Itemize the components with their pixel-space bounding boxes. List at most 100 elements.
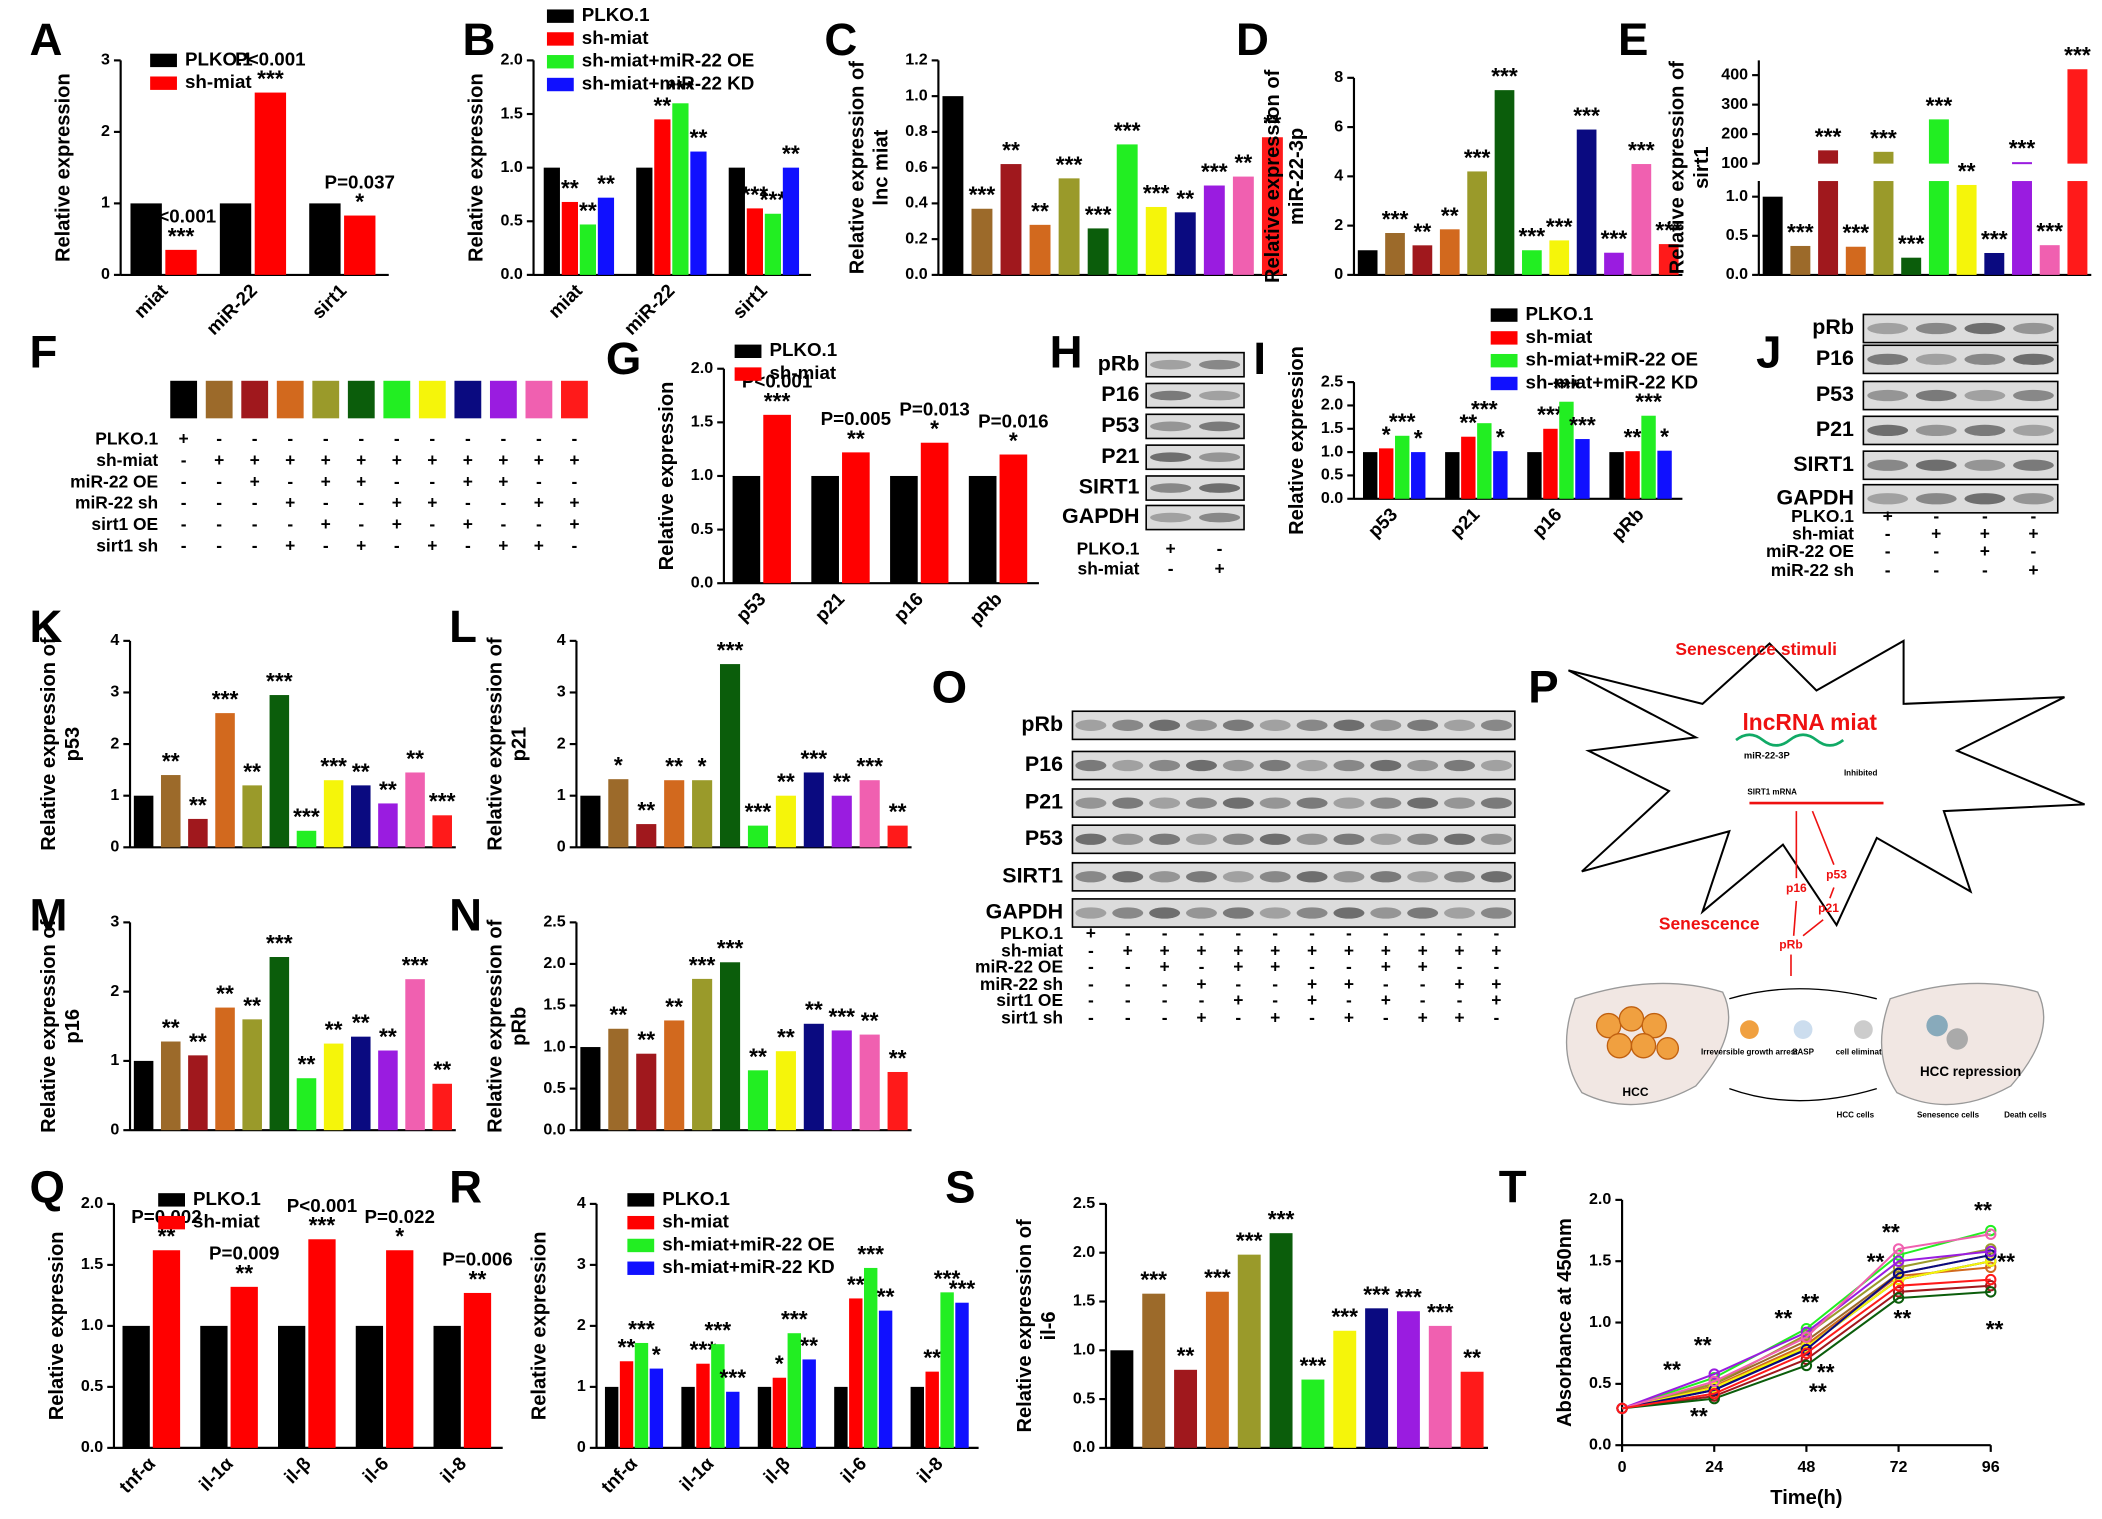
annotation: **: [1882, 1219, 1900, 1245]
blot-band: [1964, 353, 2006, 365]
sign: +: [1166, 538, 1176, 558]
significance-label: ***: [1140, 1267, 1167, 1293]
significance-label: **: [782, 141, 800, 167]
significance-label: **: [189, 1028, 207, 1054]
row-label: PLKO.1: [95, 428, 158, 448]
bar: [859, 780, 880, 848]
bar: [1818, 150, 1839, 164]
blot-strip: [1862, 380, 2059, 411]
cell-icon: [1740, 1020, 1759, 1040]
y-tick-label: 3: [557, 683, 566, 701]
significance-label: *: [614, 752, 623, 778]
sign: -: [323, 536, 329, 556]
sign: +: [1980, 541, 1990, 561]
series-point: [1800, 1331, 1813, 1343]
blot-band: [1333, 759, 1365, 772]
blot-band: [1867, 322, 1909, 335]
sign: +: [214, 450, 224, 470]
legend-swatch: [627, 1261, 655, 1275]
significance-label: ***: [1569, 412, 1596, 438]
sign: +: [285, 450, 295, 470]
blot-band: [1259, 797, 1291, 809]
pathway-arrows: [1790, 810, 1835, 977]
blot-band: [1444, 871, 1476, 883]
y-tick-label: 1.0: [1589, 1313, 1611, 1331]
significance-label: **: [469, 1266, 487, 1292]
blot-band: [2013, 353, 2054, 365]
significance-label: ***: [2036, 218, 2063, 244]
band-label: pRb: [1021, 712, 1063, 736]
bar: [323, 1043, 344, 1131]
bar: [842, 452, 870, 584]
significance-label: ***: [1085, 201, 1112, 227]
bar: [323, 780, 344, 848]
sign: +: [1454, 1008, 1464, 1028]
sign: +: [1270, 1008, 1280, 1028]
significance-label: **: [1624, 424, 1642, 450]
sign: -: [1420, 974, 1426, 994]
blot-band: [1222, 759, 1254, 772]
significance-label: **: [1459, 410, 1477, 436]
condition-label: miR-22 sh: [1771, 560, 1854, 580]
significance-label: ***: [857, 1241, 884, 1267]
bar: [955, 1302, 969, 1448]
cell-icon: [1853, 1020, 1873, 1040]
bar: [1928, 181, 1949, 275]
significance-label: ***: [293, 804, 320, 830]
sign: -: [1162, 923, 1168, 943]
p-value-label: P=0.005: [821, 408, 891, 429]
x-tick-label: 96: [1982, 1458, 2000, 1476]
bar: [1873, 151, 1894, 164]
significance-label: *: [930, 416, 939, 442]
bar: [890, 475, 918, 584]
sign: +: [1381, 940, 1391, 960]
significance-label: ***: [1331, 1304, 1358, 1330]
legend-swatch: [546, 9, 574, 23]
legend-label: PLKO.1: [193, 1188, 261, 1209]
annotation: **: [1809, 1379, 1827, 1405]
y-tick-label: 2: [1334, 216, 1343, 234]
y-tick-label: 2: [557, 734, 566, 752]
bar: [296, 1078, 317, 1131]
y-tick-label: 2.0: [1073, 1243, 1095, 1261]
significance-label: **: [654, 92, 672, 118]
legend-swatch: [150, 76, 177, 90]
series-point: [1892, 1280, 1905, 1292]
sign: -: [1272, 990, 1278, 1010]
sign: +: [534, 536, 544, 556]
bar: [269, 695, 290, 848]
bar: [2012, 162, 2032, 165]
bar: [634, 1342, 649, 1448]
bar: [432, 1083, 452, 1131]
y-tick-label: 0.8: [905, 122, 927, 140]
bar: [1901, 257, 1922, 275]
significance-label: **: [1176, 185, 1194, 211]
bar: [1658, 244, 1679, 275]
blot-band: [1112, 759, 1144, 772]
bar: [1928, 119, 1949, 164]
band-label: P53: [1816, 382, 1854, 406]
sign: -: [1420, 990, 1426, 1010]
condition-label: PLKO.1: [1077, 538, 1140, 558]
bar: [690, 151, 707, 275]
p-value-label: P=0.037: [325, 171, 395, 192]
significance-label: ***: [717, 637, 744, 663]
sign: +: [463, 471, 473, 491]
flow-arrow: [1729, 988, 1877, 1102]
blot-band: [1075, 833, 1107, 845]
blot-band: [1075, 871, 1107, 883]
series-line: [1621, 1229, 1991, 1410]
bar: [636, 167, 653, 275]
band-label: GAPDH: [986, 900, 1063, 924]
y-axis-label: p53: [62, 727, 84, 762]
annotation: **: [1997, 1249, 2015, 1275]
bar: [747, 1070, 769, 1131]
sign: +: [392, 493, 402, 513]
blot-band: [1333, 719, 1365, 731]
sign: +: [321, 450, 331, 470]
blot-strip: [1071, 861, 1516, 892]
y-axis-label: il-6: [1038, 1311, 1060, 1340]
bar: [1261, 137, 1283, 275]
bar: [1762, 196, 1783, 275]
significance-label: *: [1009, 427, 1018, 453]
